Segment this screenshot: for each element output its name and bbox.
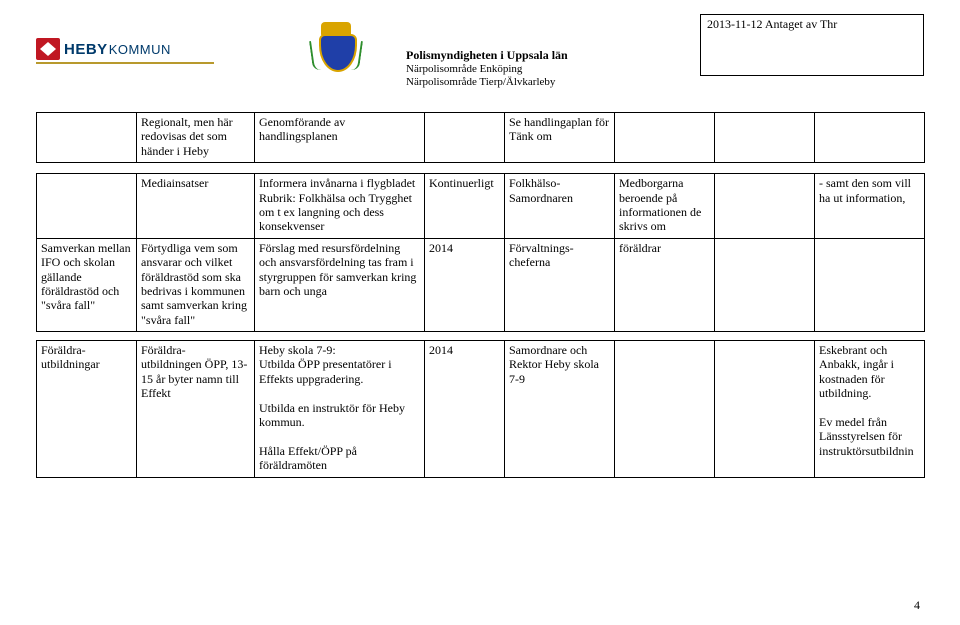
- crest-icon: [313, 22, 359, 70]
- police-text-block: Polismyndigheten i Uppsala län Närpoliso…: [406, 18, 696, 88]
- cell: [715, 238, 815, 331]
- cell: Förtydliga vem som ansvarar och vilket f…: [137, 238, 255, 331]
- cell: Medborgarna beroende på informationen de…: [615, 174, 715, 239]
- cell: Eskebrant och Anbakk, ingår i kostnaden …: [815, 341, 925, 478]
- table-row: Samverkan mellan IFO och skolan gällande…: [37, 238, 925, 331]
- table-row: Föräldra-utbildningar Föräldra-utbildnin…: [37, 341, 925, 478]
- cell: - samt den som vill ha ut information,: [815, 174, 925, 239]
- cell: [37, 113, 137, 163]
- page-number: 4: [914, 598, 920, 613]
- cell: Förslag med resursfördelning och ansvars…: [255, 238, 425, 331]
- header-date-box: 2013-11-12 Antaget av Thr: [700, 14, 924, 76]
- heby-bold: HEBY: [64, 41, 108, 58]
- page: 2013-11-12 Antaget av Thr HEBYKOMMUN Pol…: [0, 0, 960, 478]
- cell: Föräldra-utbildningar: [37, 341, 137, 478]
- police-title: Polismyndigheten i Uppsala län: [406, 48, 696, 63]
- cell: Förvaltnings-cheferna: [505, 238, 615, 331]
- cell: [715, 113, 815, 163]
- heby-glyph-icon: [36, 38, 60, 60]
- heby-thin: KOMMUN: [109, 42, 171, 57]
- cell: 2014: [425, 341, 505, 478]
- cell: Samordnare och Rektor Heby skola 7-9: [505, 341, 615, 478]
- cell: Regionalt, men här redovisas det som hän…: [137, 113, 255, 163]
- table-block-3: Föräldra-utbildningar Föräldra-utbildnin…: [36, 340, 925, 478]
- cell: Genomförande av handlingsplanen: [255, 113, 425, 163]
- cell: Samverkan mellan IFO och skolan gällande…: [37, 238, 137, 331]
- cell: Informera invånarna i flygbladetRubrik: …: [255, 174, 425, 239]
- police-sub1: Närpolisområde Enköping: [406, 63, 696, 76]
- table-row: Mediainsatser Informera invånarna i flyg…: [37, 174, 925, 239]
- table-block-1: Regionalt, men här redovisas det som hän…: [36, 112, 925, 163]
- cell: föräldrar: [615, 238, 715, 331]
- cell: 2014: [425, 238, 505, 331]
- cell: Heby skola 7-9:Utbilda ÖPP presentatörer…: [255, 341, 425, 478]
- heby-underline: [36, 62, 214, 64]
- cell: [715, 174, 815, 239]
- cell: [425, 113, 505, 163]
- cell: Mediainsatser: [137, 174, 255, 239]
- police-crest: [266, 18, 406, 74]
- heby-logo-text: HEBYKOMMUN: [64, 41, 171, 58]
- heby-logo: HEBYKOMMUN: [36, 18, 266, 64]
- police-sub2: Närpolisområde Tierp/Älvkarleby: [406, 76, 696, 89]
- cell: Föräldra-utbildningen ÖPP, 13-15 år byte…: [137, 341, 255, 478]
- table-block-2: Mediainsatser Informera invånarna i flyg…: [36, 173, 925, 332]
- cell: [715, 341, 815, 478]
- table-row: Regionalt, men här redovisas det som hän…: [37, 113, 925, 163]
- cell: [615, 113, 715, 163]
- tables-container: Regionalt, men här redovisas det som hän…: [36, 112, 924, 478]
- cell: [815, 238, 925, 331]
- cell: Folkhälso-Samordnaren: [505, 174, 615, 239]
- cell: [615, 341, 715, 478]
- cell: [37, 174, 137, 239]
- header-date-text: 2013-11-12 Antaget av Thr: [707, 17, 837, 31]
- cell: Se handlingaplan för Tänk om: [505, 113, 615, 163]
- cell: Kontinuerligt: [425, 174, 505, 239]
- cell: [815, 113, 925, 163]
